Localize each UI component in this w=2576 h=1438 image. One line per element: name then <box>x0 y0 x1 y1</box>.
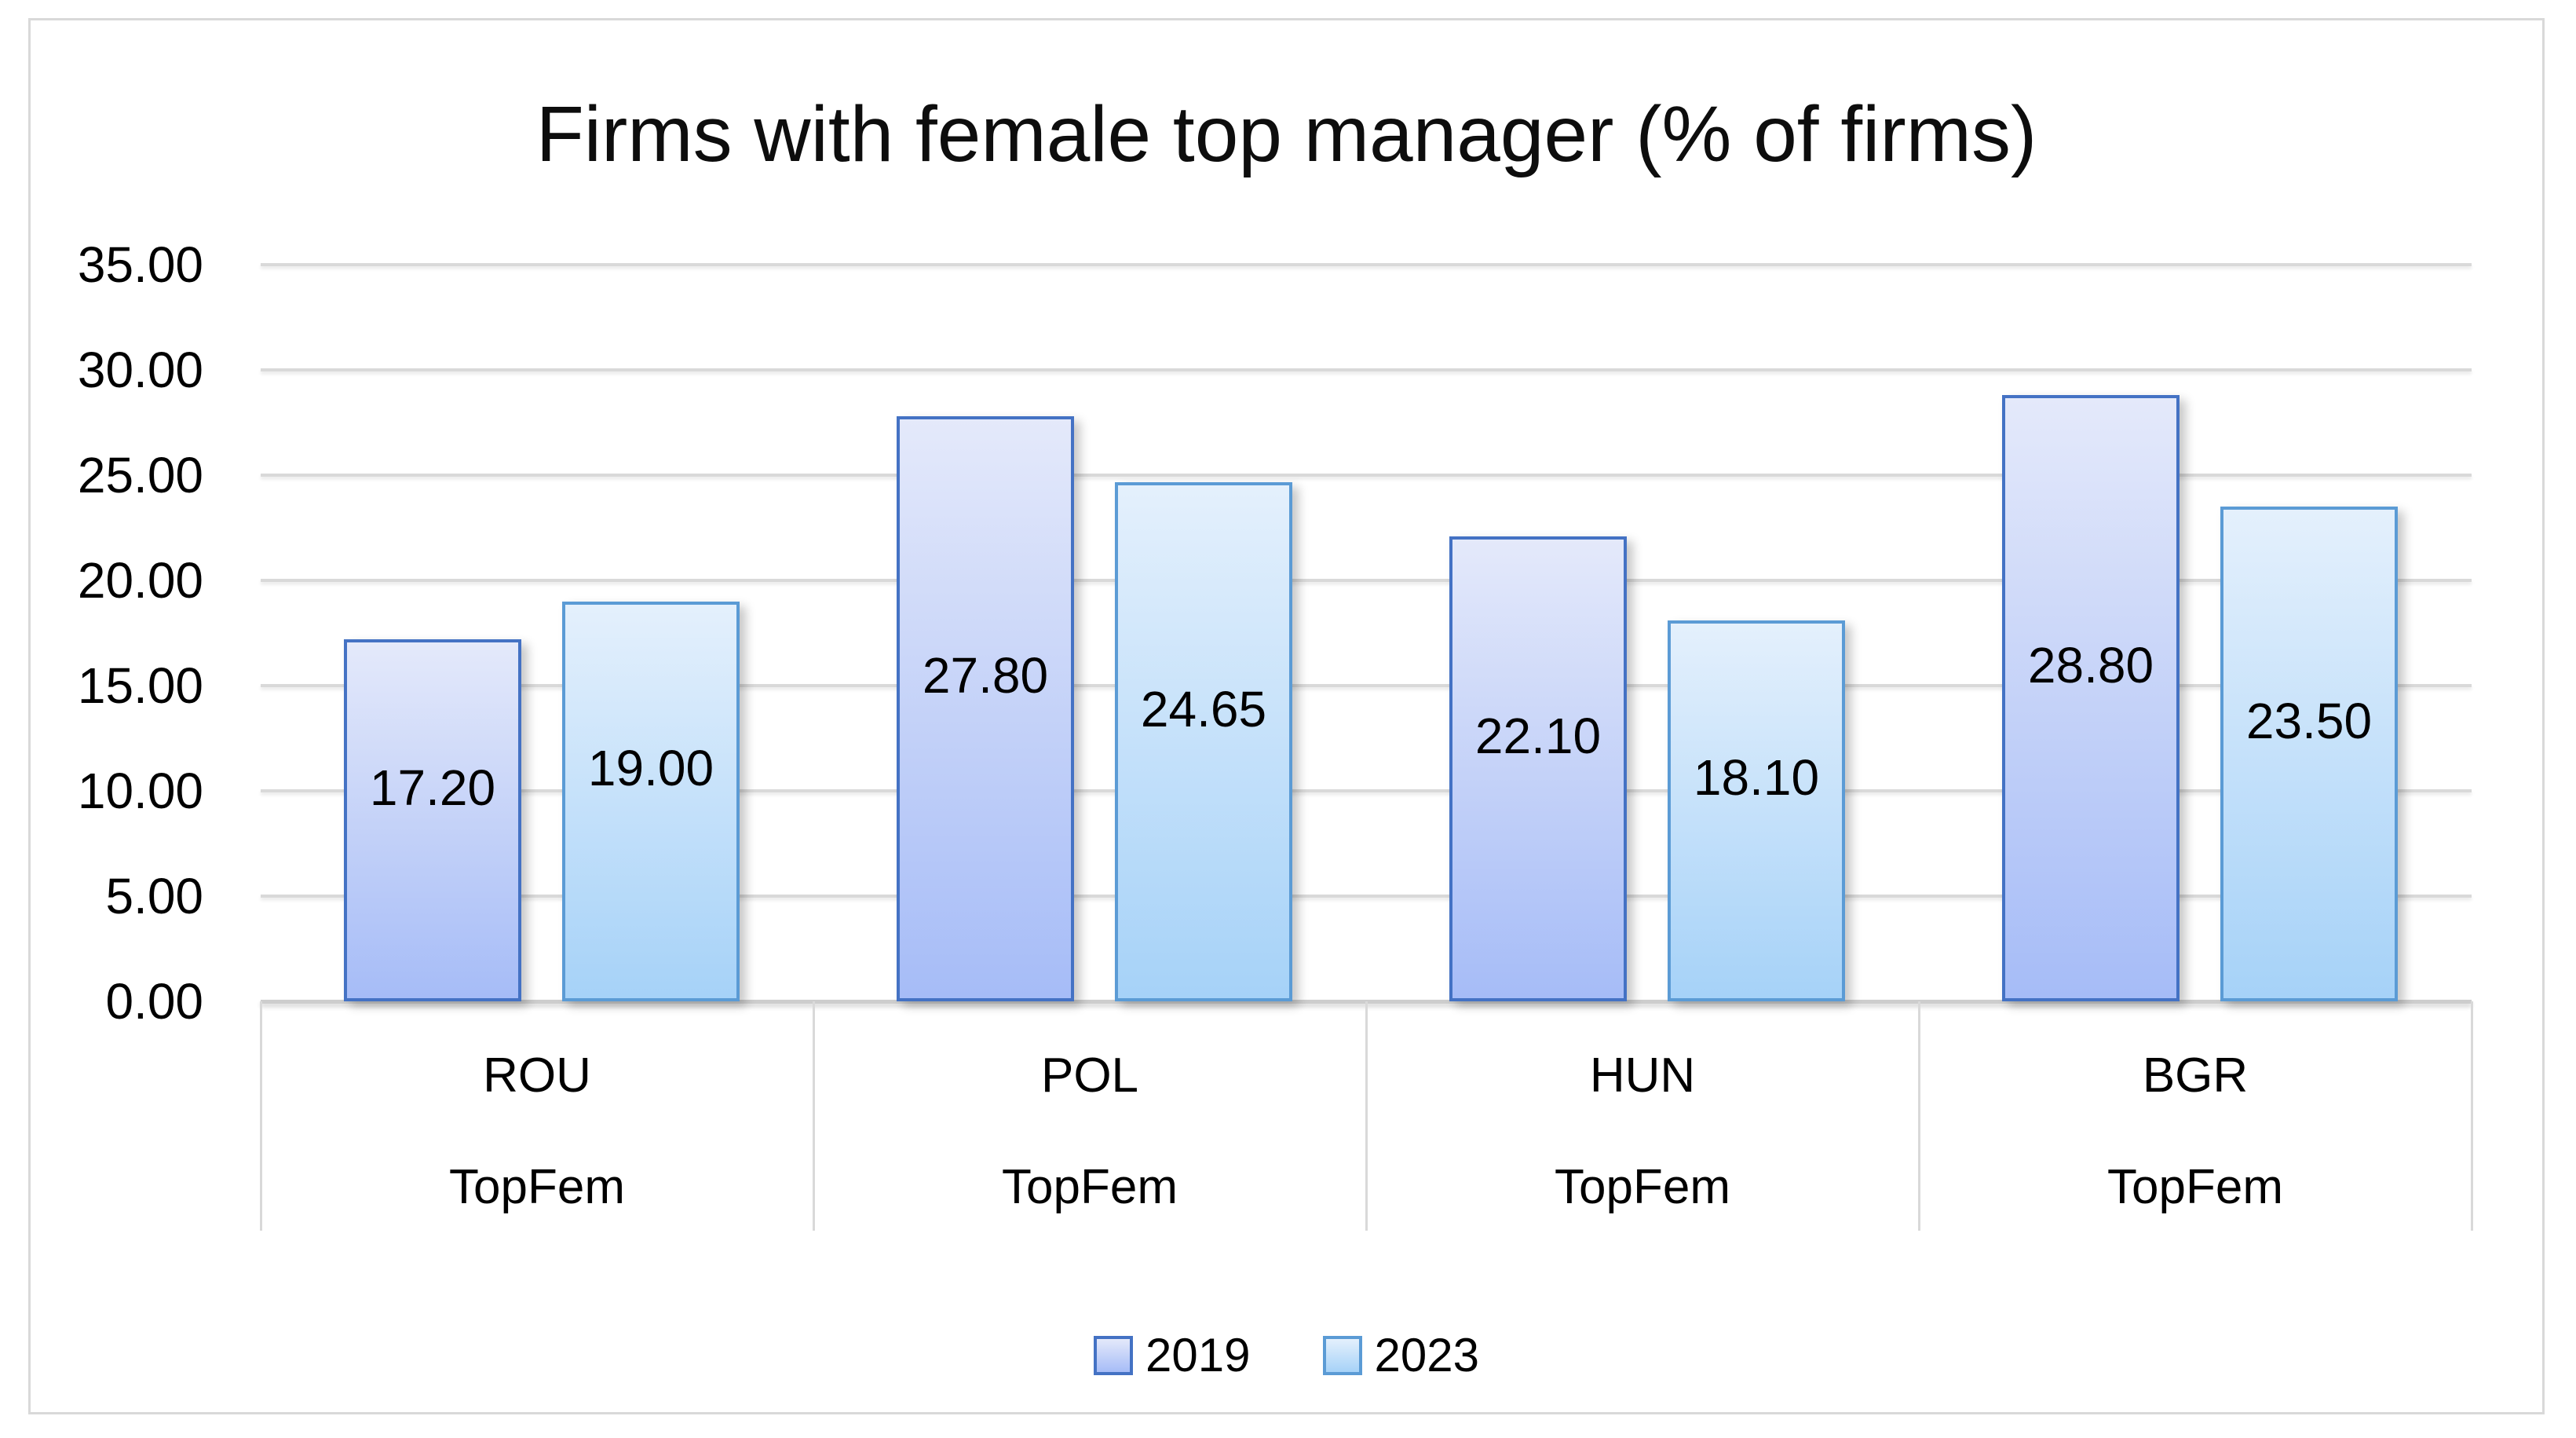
legend-swatch-2019 <box>1094 1336 1134 1375</box>
category-label-ROU: ROU <box>483 1048 591 1103</box>
bar-value-label: 24.65 <box>1140 680 1267 737</box>
gridline <box>261 579 2472 582</box>
legend-label: 2019 <box>1145 1329 1251 1381</box>
chart-frame: Firms with female top manager (% of firm… <box>28 18 2545 1414</box>
gridline <box>261 684 2472 687</box>
y-axis-tick-label: 20.00 <box>77 552 203 609</box>
y-axis-tick-label: 15.00 <box>77 657 203 714</box>
bar-value-label: 28.80 <box>2027 637 2154 694</box>
y-axis-tick-label: 30.00 <box>77 342 203 398</box>
y-axis-tick-label: 10.00 <box>77 763 203 819</box>
category-divider <box>1365 1001 1368 1231</box>
sub-category-label: TopFem <box>449 1160 625 1214</box>
bar-value-label: 27.80 <box>922 647 1049 704</box>
y-axis-tick-label: 35.00 <box>77 236 203 293</box>
y-axis-tick-label: 0.00 <box>105 973 203 1030</box>
bar-2019-BGR <box>2002 395 2180 1001</box>
bar-value-label: 18.10 <box>1693 749 1820 807</box>
bar-value-label: 17.20 <box>369 759 496 816</box>
sub-category-label: TopFem <box>2107 1160 2283 1214</box>
legend-label: 2023 <box>1374 1329 1479 1381</box>
category-divider <box>2471 1001 2473 1231</box>
bar-2019-POL <box>897 415 1074 1001</box>
legend: 2019 2023 <box>31 1318 2542 1393</box>
category-divider <box>1918 1001 1920 1231</box>
legend-item-2019: 2019 <box>1094 1328 1251 1383</box>
sub-category-label: TopFem <box>1002 1160 1178 1214</box>
gridline <box>261 789 2472 792</box>
y-axis-tick-label: 5.00 <box>105 868 203 924</box>
bar-2019-ROU <box>344 639 521 1001</box>
category-divider <box>813 1001 815 1231</box>
sub-category-label: TopFem <box>1555 1160 1730 1214</box>
bar-2023-POL <box>1115 482 1292 1001</box>
legend-swatch-2023 <box>1322 1336 1362 1375</box>
bar-2023-BGR <box>2220 507 2398 1001</box>
bar-value-label: 22.10 <box>1474 707 1602 764</box>
legend-item-2023: 2023 <box>1322 1328 1479 1383</box>
category-label-POL: POL <box>1040 1048 1139 1103</box>
category-label-HUN: HUN <box>1589 1048 1696 1103</box>
bar-value-label: 23.50 <box>2245 693 2373 750</box>
bar-2023-ROU <box>562 601 740 1001</box>
bar-2019-HUN <box>1449 536 1627 1001</box>
bar-value-label: 19.00 <box>587 740 714 797</box>
gridline <box>261 474 2472 477</box>
y-axis-tick-label: 25.00 <box>77 447 203 503</box>
gridline <box>261 368 2472 371</box>
bar-2023-HUN <box>1668 620 1845 1001</box>
category-divider <box>260 1001 262 1231</box>
category-label-BGR: BGR <box>2142 1048 2249 1103</box>
gridline <box>261 263 2472 266</box>
chart-title: Firms with female top manager (% of firm… <box>535 90 2037 178</box>
gridline <box>261 895 2472 898</box>
